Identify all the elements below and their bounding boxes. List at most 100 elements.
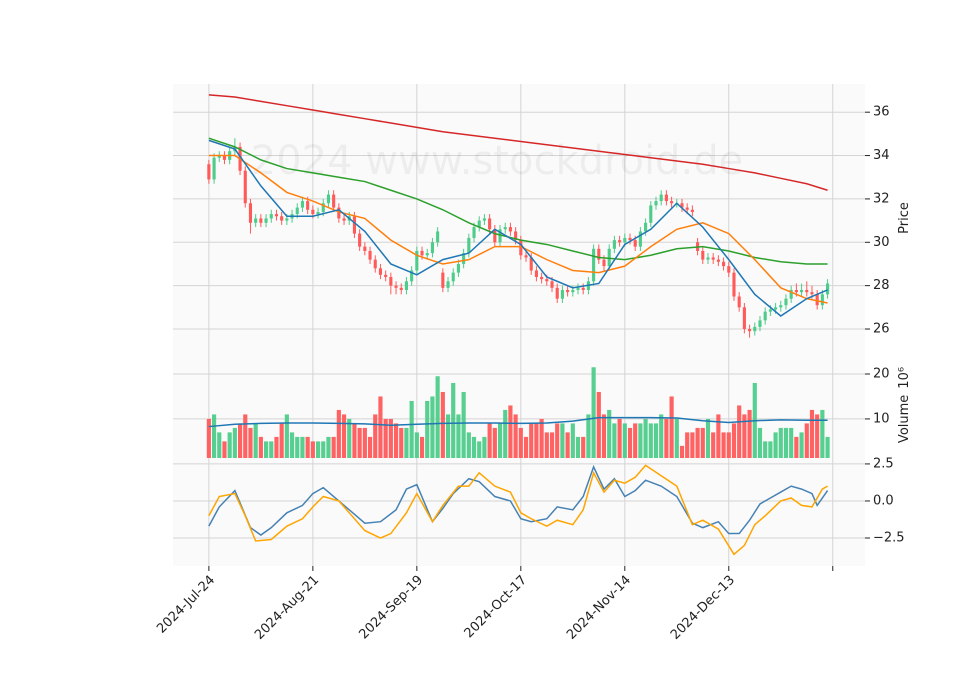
volume-bar [471, 436, 477, 458]
volume-bar [690, 432, 695, 458]
candle-body [644, 222, 648, 232]
volume-bar [664, 418, 669, 458]
volume-bar [679, 445, 685, 458]
x-tick-label: 2024-Nov-14 [564, 573, 634, 643]
volume-bar [794, 436, 799, 458]
volume-bar [269, 441, 274, 458]
candle-body [493, 229, 497, 243]
volume-bar [445, 414, 451, 458]
candle-body [415, 250, 419, 271]
candle-body [446, 281, 450, 288]
volume-bar [274, 436, 279, 458]
volume-bar [258, 436, 263, 458]
volume-bar [653, 423, 659, 458]
volume-bar [404, 427, 409, 458]
volume-bar [601, 414, 607, 458]
candle-body [670, 201, 674, 204]
candle-body [690, 209, 694, 212]
x-tick-label: 2024-Sep-19 [356, 573, 426, 643]
candle-body [612, 240, 616, 249]
volume-bar [799, 432, 804, 458]
volume-bar [295, 436, 300, 458]
watermark: 2024 www.stockdroid.de [251, 138, 744, 184]
line-series [208, 416, 828, 428]
volume-bar [279, 423, 284, 458]
volume-bar [263, 441, 269, 458]
candle-body [352, 216, 357, 234]
candle-body [368, 250, 372, 260]
volume-bar [492, 427, 497, 458]
candle-body [560, 289, 564, 299]
volume-bar [539, 418, 544, 458]
volume-bar [248, 427, 253, 458]
candle-body [326, 194, 331, 204]
candle-body [581, 287, 585, 290]
candle-body [732, 272, 736, 297]
y-axis-scale: 10⁶ [897, 367, 912, 389]
y-axis-label-text: Volume [897, 395, 912, 443]
candle-body [207, 164, 211, 180]
candle-body [524, 255, 528, 258]
volume-bar [560, 423, 565, 458]
candle-body [274, 214, 279, 217]
candle-body [519, 240, 523, 256]
candle-body [430, 242, 434, 254]
candle-body [659, 194, 663, 202]
candle-body [285, 218, 289, 221]
volume-bar [425, 400, 430, 458]
volume-bar [523, 436, 529, 458]
volume-bar [627, 427, 633, 458]
volume-bar [555, 423, 560, 458]
volume-bar [570, 423, 575, 458]
candle-body [706, 257, 710, 260]
volume-bar [399, 427, 404, 458]
volume-bar [820, 409, 825, 458]
volume-bar [211, 414, 217, 458]
candle-body [789, 289, 793, 299]
candle-body [566, 289, 570, 293]
candle-body [685, 207, 689, 210]
candle-body [628, 237, 632, 241]
candle-body [529, 257, 533, 271]
y-tick-label: 2.5 [873, 456, 894, 471]
candle-body [503, 227, 507, 230]
volume-bar [778, 427, 783, 458]
volume-bar [419, 436, 425, 458]
candle-body [623, 237, 627, 243]
volume-bar [596, 391, 601, 458]
candle-body [488, 218, 492, 230]
x-tick-label: 2024-Oct-17 [462, 573, 530, 641]
candle-body [404, 281, 408, 290]
candle-body [768, 309, 772, 312]
volume-bar [726, 432, 731, 458]
candle-body [638, 231, 642, 247]
volume-bar [633, 423, 638, 458]
candle-body [384, 274, 388, 277]
candle-body [311, 209, 315, 215]
candle-body [378, 268, 383, 275]
volume-bar [622, 423, 627, 458]
candle-body [373, 259, 377, 269]
candle-body [514, 231, 518, 241]
candle-body [654, 201, 658, 206]
candle-body [540, 276, 544, 280]
volume-bar [669, 396, 674, 458]
volume-bar [482, 436, 487, 458]
volume-bar [440, 391, 445, 458]
volume-bar [383, 418, 388, 458]
candle-body [477, 220, 481, 228]
candle-body [815, 294, 819, 306]
volume-bar [721, 432, 726, 458]
volume-bar [591, 367, 596, 458]
volume-bar [362, 427, 367, 458]
volume-bar [331, 436, 336, 458]
candle-body [259, 218, 263, 223]
candle-body [212, 157, 216, 180]
candle-body [602, 259, 606, 267]
y-tick-label: 34 [873, 148, 890, 163]
volume-bar [451, 382, 456, 458]
candle-body [800, 289, 804, 293]
volume-bar [315, 441, 321, 458]
candle-body [217, 155, 221, 158]
volume-bar [534, 423, 539, 458]
